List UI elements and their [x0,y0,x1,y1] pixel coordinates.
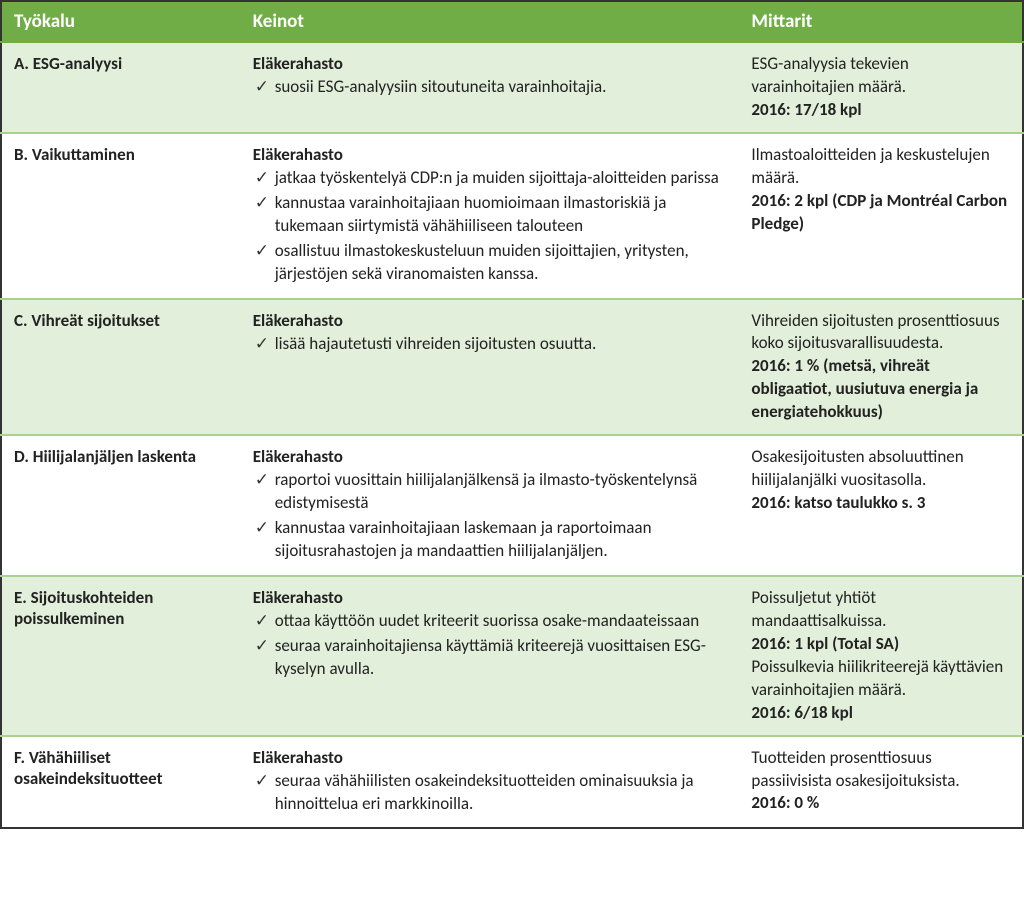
keinot-bullet: raportoi vuosittain hiilijalanjälkensä j… [253,469,728,515]
tool-cell: E. Sijoituskohteiden poissulkeminen [1,576,241,736]
keinot-bullet-list: jatkaa työskentelyä CDP:n ja muiden sijo… [253,167,728,286]
keinot-bullet: kannustaa varainhoitajiaan huomioimaan i… [253,192,728,238]
mittarit-cell: Tuotteiden prosenttiosuus passiivisista … [739,736,1023,829]
mittarit-bold: 2016: 2 kpl (CDP ja Montréal Carbon Pled… [751,190,1010,236]
keinot-bullet: seuraa varainhoitajiensa käyttämiä krite… [253,635,728,681]
mittarit-cell: Vihreiden sijoitusten prosenttiosuus kok… [739,299,1023,436]
mittarit-text: Vihreiden sijoitusten prosenttiosuus kok… [751,310,1010,356]
table-row: A. ESG-analyysiEläkerahastosuosii ESG-an… [1,42,1023,133]
keinot-bullet: jatkaa työskentelyä CDP:n ja muiden sijo… [253,167,728,190]
table-row: F. Vähähiiliset osakeindeksituotteetEläk… [1,736,1023,829]
keinot-cell: Eläkerahastolisää hajautetusti vihreiden… [241,299,740,436]
table-row: D. Hiilijalanjäljen laskentaEläkerahasto… [1,435,1023,576]
keinot-subtitle: Eläkerahasto [253,446,728,467]
mittarit-bold: 2016: 6/18 kpl [751,702,1010,725]
keinot-bullet: lisää hajautetusti vihreiden sijoitusten… [253,333,728,356]
keinot-cell: Eläkerahastojatkaa työskentelyä CDP:n ja… [241,133,740,299]
keinot-subtitle: Eläkerahasto [253,310,728,331]
tool-cell: D. Hiilijalanjäljen laskenta [1,435,241,576]
keinot-cell: Eläkerahastoottaa käyttöön uudet kriteer… [241,576,740,736]
table-header-row: Työkalu Keinot Mittarit [1,1,1023,42]
header-tool: Työkalu [1,1,241,42]
keinot-subtitle: Eläkerahasto [253,587,728,608]
mittarit-text: ESG-analyysia tekevien varainhoitajien m… [751,53,1010,99]
keinot-bullet: osallistuu ilmastokeskusteluun muiden si… [253,240,728,286]
mittarit-cell: Osakesijoitusten absoluuttinen hiilijala… [739,435,1023,576]
mittarit-text: Ilmastoaloitteiden ja keskustelujen määr… [751,144,1010,190]
keinot-cell: Eläkerahastoseuraa vähähiilisten osakein… [241,736,740,829]
mittarit-text: Osakesijoitusten absoluuttinen hiilijala… [751,446,1010,492]
keinot-subtitle: Eläkerahasto [253,144,728,165]
header-keinot: Keinot [241,1,740,42]
table-row: E. Sijoituskohteiden poissulkeminenEläke… [1,576,1023,736]
keinot-bullet: kannustaa varainhoitajiaan laskemaan ja … [253,517,728,563]
tool-cell: F. Vähähiiliset osakeindeksituotteet [1,736,241,829]
keinot-bullet-list: seuraa vähähiilisten osakeindeksituottei… [253,770,728,816]
keinot-bullet-list: suosii ESG-analyysiin sitoutuneita varai… [253,76,728,99]
tool-cell: B. Vaikuttaminen [1,133,241,299]
mittarit-bold: 2016: 17/18 kpl [751,99,1010,122]
keinot-bullet-list: lisää hajautetusti vihreiden sijoitusten… [253,333,728,356]
keinot-bullet-list: raportoi vuosittain hiilijalanjälkensä j… [253,469,728,563]
mittarit-bold: 2016: 1 % (metsä, vihreät obligaatiot, u… [751,355,1010,424]
header-mittarit: Mittarit [739,1,1023,42]
keinot-cell: Eläkerahastoraportoi vuosittain hiilijal… [241,435,740,576]
mittarit-cell: Ilmastoaloitteiden ja keskustelujen määr… [739,133,1023,299]
keinot-subtitle: Eläkerahasto [253,747,728,768]
mittarit-text: Poissulkevia hiilikriteerejä käyttävien … [751,656,1010,702]
keinot-bullet: ottaa käyttöön uudet kriteerit suorissa … [253,610,728,633]
mittarit-cell: ESG-analyysia tekevien varainhoitajien m… [739,42,1023,133]
mittarit-bold: 2016: katso taulukko s. 3 [751,492,1010,515]
keinot-cell: Eläkerahastosuosii ESG-analyysiin sitout… [241,42,740,133]
table-row: B. VaikuttaminenEläkerahastojatkaa työsk… [1,133,1023,299]
mittarit-bold: 2016: 0 % [751,792,1010,815]
keinot-subtitle: Eläkerahasto [253,53,728,74]
keinot-bullet: suosii ESG-analyysiin sitoutuneita varai… [253,76,728,99]
tool-cell: A. ESG-analyysi [1,42,241,133]
esg-tools-table: Työkalu Keinot Mittarit A. ESG-analyysiE… [0,0,1024,829]
mittarit-cell: Poissuljetut yhtiöt mandaattisalkuissa.2… [739,576,1023,736]
mittarit-text: Tuotteiden prosenttiosuus passiivisista … [751,747,1010,793]
keinot-bullet-list: ottaa käyttöön uudet kriteerit suorissa … [253,610,728,681]
mittarit-text: Poissuljetut yhtiöt mandaattisalkuissa. [751,587,1010,633]
table-row: C. Vihreät sijoituksetEläkerahastolisää … [1,299,1023,436]
keinot-bullet: seuraa vähähiilisten osakeindeksituottei… [253,770,728,816]
mittarit-bold: 2016: 1 kpl (Total SA) [751,633,1010,656]
tool-cell: C. Vihreät sijoitukset [1,299,241,436]
